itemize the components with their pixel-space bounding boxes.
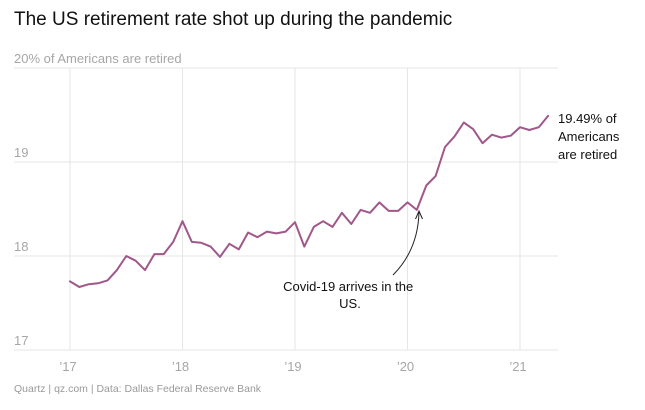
x-tick-label: ’17 [59,359,76,374]
y-tick-label: 19 [14,145,28,160]
covid-arrow-head [415,209,423,220]
covid-arrow-line [392,211,420,276]
source-footer: Quartz | qz.com | Data: Dallas Federal R… [14,383,262,395]
end-value-line-1: 19.49% of [558,111,617,126]
y-tick-label: 18 [14,239,28,254]
end-value-line-2: Americans [558,129,620,144]
y-axis-label: 20% of Americans are retired [14,51,182,66]
x-tick-label: ’21 [509,359,526,374]
annotation-layer: Covid-19 arrives in the US. 19.49% of Am… [283,111,623,311]
x-tick-label: ’18 [172,359,189,374]
covid-annotation: Covid-19 arrives in the US. [283,279,417,311]
end-value-annotation: 19.49% of Americans are retired [558,111,623,162]
series-layer [69,114,550,288]
grid-layer [14,67,558,351]
end-value-line-3: are retired [558,147,617,162]
series-line [69,114,550,288]
covid-annotation-line-2: US. [339,296,361,311]
covid-annotation-line-1: Covid-19 arrives in the [283,279,413,294]
y-tick-labels: 19 18 17 [14,145,28,348]
x-tick-labels: ’17 ’18 ’19 ’20 ’21 [59,359,526,374]
y-tick-label: 17 [14,333,28,348]
x-tick-label: ’20 [397,359,414,374]
chart-title: The US retirement rate shot up during th… [14,9,453,30]
x-tick-label: ’19 [284,359,301,374]
